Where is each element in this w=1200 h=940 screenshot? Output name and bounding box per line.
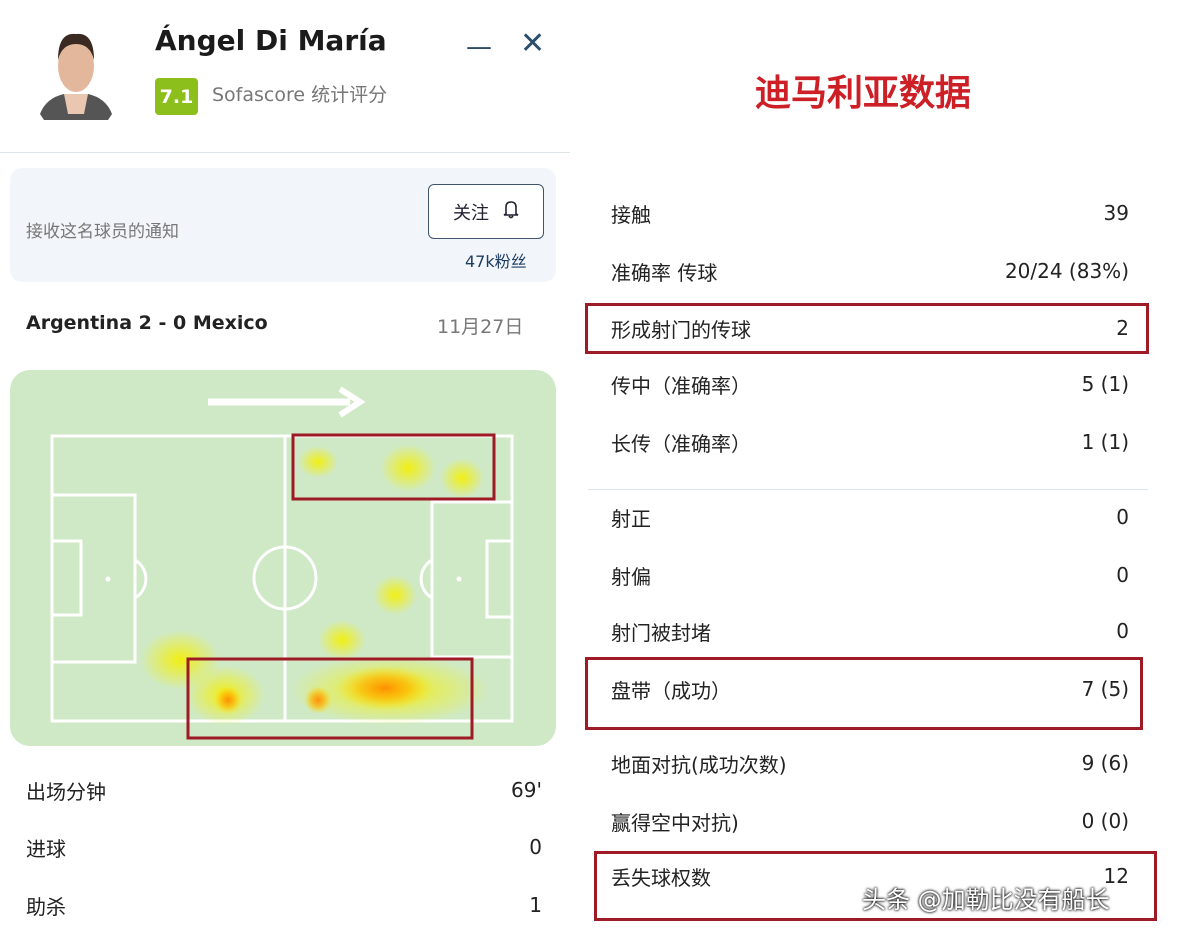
stat-row: 丢失球权数 12 (611, 856, 1129, 896)
highlight-box (585, 657, 1143, 730)
stat-label: 助杀 (26, 894, 66, 919)
stat-row: 长传（准确率） 1 (1) (611, 422, 1129, 462)
follower-count: 47k粉丝 (465, 252, 527, 271)
player-name: Ángel Di María (155, 24, 387, 57)
notification-text: 接收这名球员的通知 (26, 222, 179, 242)
stat-value: 0 (0) (1081, 809, 1129, 833)
match-title[interactable]: Argentina 2 - 0 Mexico (26, 312, 268, 334)
stat-row: 射偏 0 (611, 555, 1129, 595)
stat-label: 赢得空中对抗) (611, 810, 739, 835)
stat-row: 地面对抗(成功次数) 9 (6) (611, 743, 1129, 783)
rating-source: Sofascore 统计评分 (212, 84, 388, 106)
highlight-box (186, 657, 474, 740)
stat-row: 赢得空中对抗) 0 (0) (611, 801, 1129, 841)
stat-row: 形成射门的传球 2 (611, 308, 1129, 348)
stat-label: 地面对抗(成功次数) (611, 752, 787, 777)
stat-value: 20/24 (83%) (1004, 259, 1129, 283)
stat-row: 传中（准确率） 5 (1) (611, 364, 1129, 404)
pitch-lines (50, 434, 514, 723)
highlight-box (291, 433, 496, 501)
stat-value: 0 (1116, 505, 1129, 529)
stat-value: 0 (529, 835, 542, 859)
stat-row: 进球 0 (26, 827, 542, 867)
stat-value: 5 (1) (1081, 372, 1129, 396)
stat-row: 射正 0 (611, 497, 1129, 537)
stat-value: 7 (5) (1081, 677, 1129, 701)
stat-row: 盘带（成功） 7 (5) (611, 669, 1129, 709)
divider (588, 489, 1148, 490)
heat-blobs (140, 444, 490, 725)
stat-value: 1 (529, 893, 542, 917)
rating-badge: 7.1 (155, 78, 198, 115)
stat-label: 丢失球权数 (611, 865, 711, 890)
stat-row: 接触 39 (611, 193, 1129, 233)
stat-value: 9 (6) (1081, 751, 1129, 775)
stat-value: 69' (511, 778, 542, 802)
stat-label: 传中（准确率） (611, 373, 751, 398)
stat-value: 0 (1116, 563, 1129, 587)
stat-value: 0 (1116, 619, 1129, 643)
stat-row: 出场分钟 69' (26, 770, 542, 810)
watermark: 头条 @加勒比没有船长 (862, 886, 1110, 914)
arrow-icon (208, 386, 366, 418)
bell-icon (503, 199, 519, 224)
stat-label: 形成射门的传球 (611, 317, 751, 342)
stat-value: 1 (1) (1081, 430, 1129, 454)
stat-value: 12 (1103, 864, 1129, 888)
stat-label: 射正 (611, 506, 651, 531)
close-icon[interactable]: ✕ (520, 26, 546, 61)
stat-value: 2 (1116, 316, 1129, 340)
stat-label: 准确率 传球 (611, 260, 718, 285)
stat-label: 射门被封堵 (611, 620, 711, 645)
stat-label: 射偏 (611, 564, 651, 589)
stat-label: 出场分钟 (26, 779, 106, 804)
stat-row: 助杀 1 (26, 885, 542, 925)
pitch-heatmap (50, 386, 514, 740)
stats-title: 迪马利亚数据 (755, 73, 972, 114)
stat-label: 长传（准确率） (611, 431, 751, 456)
highlight-box (585, 303, 1149, 354)
player-avatar (36, 22, 116, 122)
stat-row: 准确率 传球 20/24 (83%) (611, 251, 1129, 291)
stat-label: 接触 (611, 202, 651, 227)
stat-value: 39 (1103, 201, 1129, 225)
follow-label: 关注 (453, 202, 489, 224)
highlight-box (594, 851, 1157, 921)
stat-label: 盘带（成功） (611, 678, 731, 703)
match-date: 11月27日 (437, 316, 524, 338)
divider (0, 152, 570, 153)
follow-button[interactable]: 关注 (428, 184, 544, 239)
stat-label: 进球 (26, 836, 66, 861)
minus-icon[interactable]: — (466, 32, 492, 62)
stat-row: 射门被封堵 0 (611, 611, 1129, 651)
